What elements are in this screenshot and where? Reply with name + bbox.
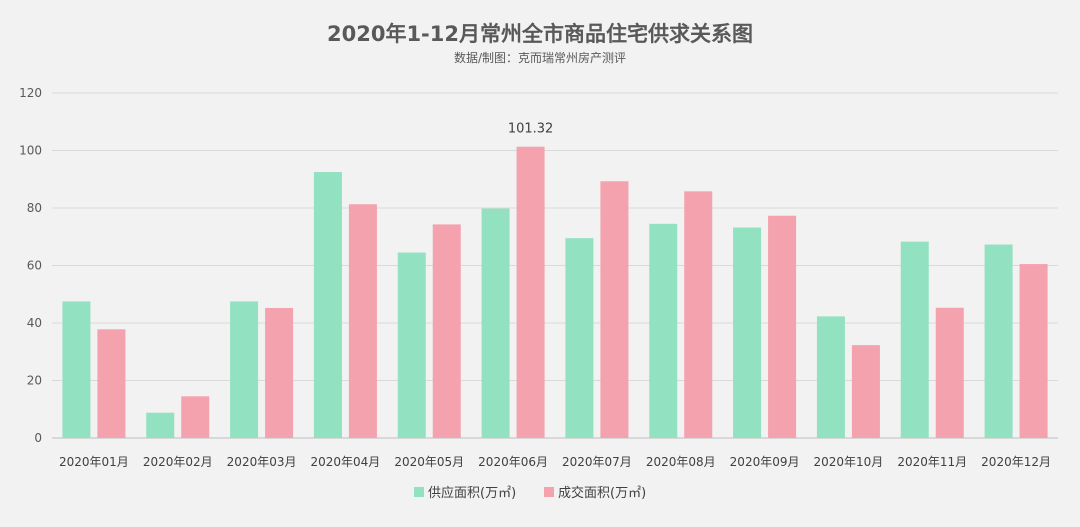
bar: [313, 172, 342, 438]
y-tick-label: 40: [27, 316, 42, 330]
chart-title: 2020年1-12月常州全市商品住宅供求关系图: [327, 22, 753, 46]
bar: [146, 412, 175, 438]
legend-label: 供应面积(万㎡): [428, 485, 516, 501]
chart-subtitle: 数据/制图：克而瑞常州房产测评: [453, 51, 627, 65]
x-tick-label: 2020年02月: [143, 455, 213, 469]
x-tick-label: 2020年05月: [394, 455, 464, 469]
bar: [600, 181, 629, 438]
x-tick-label: 2020年01月: [59, 455, 129, 469]
x-tick-label: 2020年08月: [646, 455, 716, 469]
bar: [1019, 264, 1048, 438]
bar: [684, 191, 713, 438]
bar: [935, 307, 964, 438]
bar: [649, 223, 678, 438]
x-tick-label: 2020年10月: [814, 455, 884, 469]
x-tick-label: 2020年07月: [562, 455, 632, 469]
bar: [265, 308, 294, 438]
y-tick-label: 100: [19, 144, 42, 158]
y-tick-label: 120: [19, 86, 42, 100]
bar: [97, 329, 126, 438]
bar: [516, 146, 545, 438]
bar: [230, 301, 259, 438]
legend-swatch: [544, 487, 554, 497]
bar: [565, 238, 594, 438]
x-tick-label: 2020年11月: [897, 455, 967, 469]
y-tick-label: 80: [27, 201, 42, 215]
x-tick-label: 2020年03月: [227, 455, 297, 469]
bar: [62, 301, 91, 438]
x-tick-label: 2020年04月: [311, 455, 381, 469]
x-tick-label: 2020年06月: [478, 455, 548, 469]
bar: [900, 241, 929, 438]
bar: [851, 345, 880, 438]
x-tick-label: 2020年09月: [730, 455, 800, 469]
bar: [768, 215, 797, 438]
bar: [397, 252, 426, 438]
legend-label: 成交面积(万㎡): [558, 485, 646, 501]
y-tick-label: 20: [27, 374, 42, 388]
bar: [181, 396, 210, 438]
bar: [348, 204, 377, 438]
x-tick-label: 2020年12月: [981, 455, 1051, 469]
bar: [816, 316, 845, 438]
bar: [984, 244, 1013, 438]
legend-swatch: [414, 487, 424, 497]
bar: [481, 208, 510, 438]
bar: [733, 227, 762, 438]
y-tick-label: 60: [27, 259, 42, 273]
bar: [432, 224, 461, 438]
data-label: 101.32: [508, 122, 554, 137]
y-tick-label: 0: [34, 431, 42, 445]
